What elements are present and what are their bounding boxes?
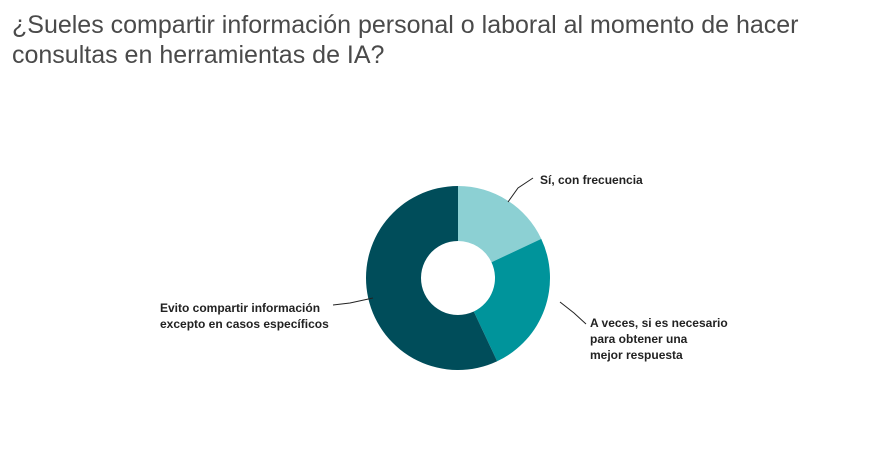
slice-label-evito-compartir-informacion: Evito compartir información excepto en ca… — [160, 301, 329, 331]
question-title-line-1: ¿Sueles compartir información personal o… — [12, 11, 799, 39]
slice-label-line: para obtener una — [590, 332, 688, 346]
slice-label-si-con-frecuencia: Sí, con frecuencia — [540, 173, 643, 187]
donut-slice-a-veces-si-es-necesario — [473, 238, 551, 362]
slice-label-line: Evito compartir información — [160, 301, 320, 315]
slice-label-line: excepto en casos específicos — [160, 317, 329, 331]
question-title: ¿Sueles compartir información personal o… — [12, 10, 872, 70]
donut-slice-si-con-frecuencia — [458, 186, 542, 263]
leader-line-si-con-frecuencia — [507, 177, 534, 203]
slice-label-line: mejor respuesta — [590, 348, 683, 362]
slice-label-line: Sí, con frecuencia — [540, 173, 643, 187]
leader-line-evito-compartir-informacion — [332, 297, 374, 306]
donut-slice-evito-compartir-informacion — [365, 186, 498, 371]
question-title-line-2: consultas en herramientas de IA? — [12, 41, 385, 69]
slice-label-a-veces-si-es-necesario: A veces, si es necesario para obtener una… — [590, 316, 728, 362]
slice-label-line: A veces, si es necesario — [590, 316, 728, 330]
leader-line-a-veces-si-es-necesario — [559, 301, 587, 325]
